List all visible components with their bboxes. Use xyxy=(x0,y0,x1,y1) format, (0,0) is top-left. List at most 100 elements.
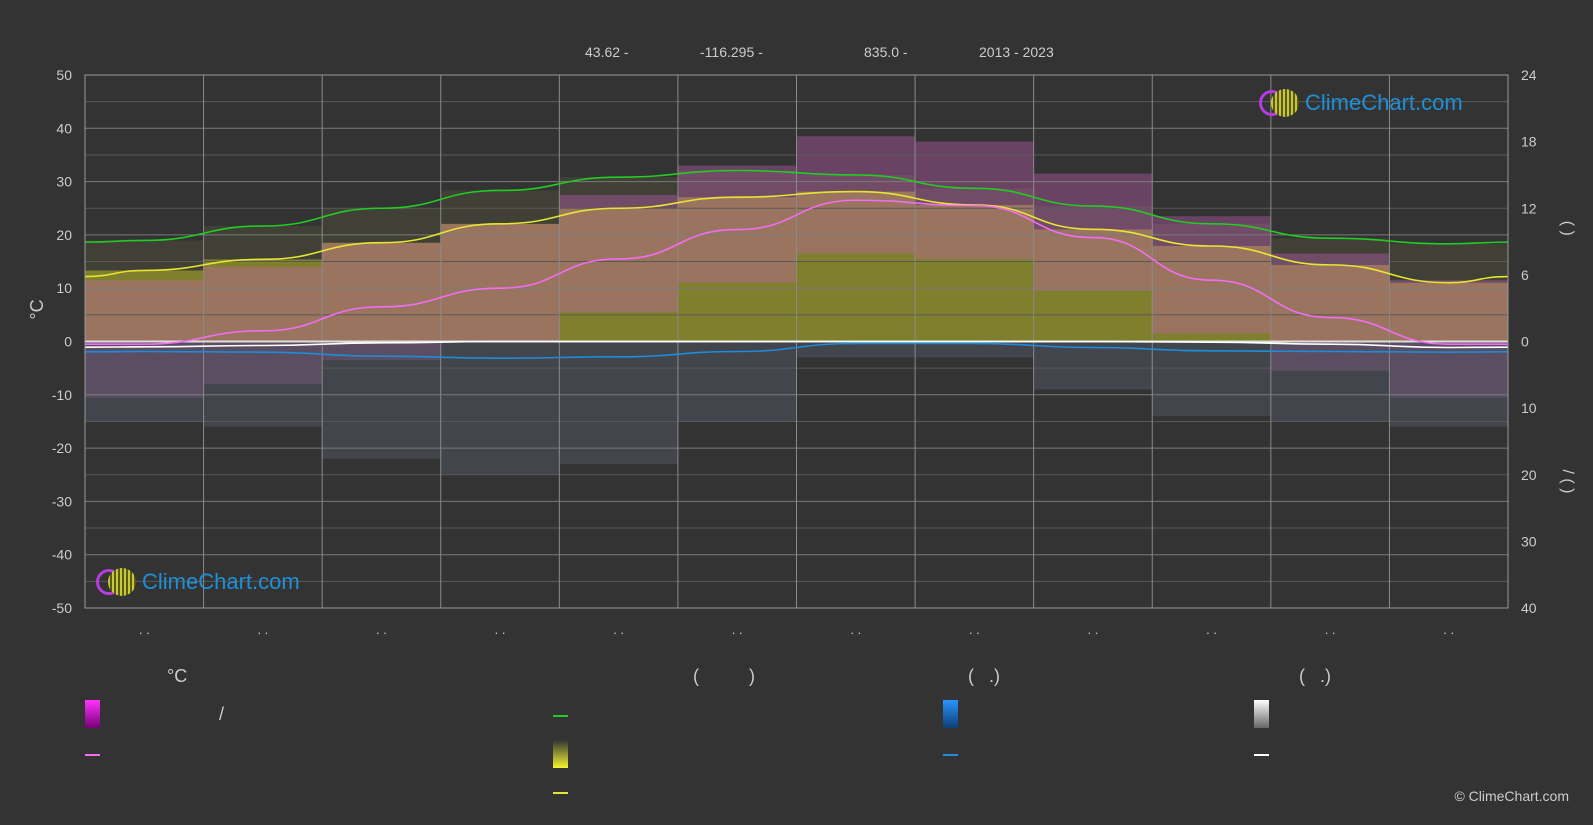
right-lower-axis-label: / ( ) xyxy=(1559,470,1576,494)
month-label: . . xyxy=(257,622,268,637)
right-upper-axis-label: ( ) xyxy=(1559,221,1576,236)
sunshine-band xyxy=(1389,282,1508,342)
axes: 50 40 30 20 10 0 -10 -20 -30 -40 -50 °C 24 18 12 6 0 10 20… xyxy=(27,67,1576,637)
right-upper-tick-label: 18 xyxy=(1521,134,1537,150)
precip-band xyxy=(1270,341,1390,422)
daylight-band xyxy=(1033,206,1153,230)
left-tick-label: -20 xyxy=(52,440,72,456)
daylight-band xyxy=(203,226,323,260)
logo-text: ClimeChart.com xyxy=(142,569,300,594)
right-upper-tick-label: 12 xyxy=(1521,200,1537,216)
snow-line xyxy=(84,340,1509,349)
left-axis-label: °C xyxy=(27,299,47,319)
logo-bottom[interactable]: ClimeChart.com xyxy=(96,568,300,596)
legend-sun-title: ( ) xyxy=(693,666,755,686)
temp-range-band xyxy=(1152,216,1271,334)
right-upper-tick-label: 24 xyxy=(1521,67,1537,83)
sunshine-band xyxy=(1033,229,1153,342)
sunshine-band xyxy=(1270,264,1390,342)
legend-rain-title: ( .) xyxy=(968,666,1000,686)
right-lower-tick-label: 40 xyxy=(1521,600,1537,616)
legend-temp-range-sep: / xyxy=(219,704,225,724)
legend-snow-line xyxy=(1254,754,1269,756)
temp-range-band xyxy=(1033,173,1153,291)
legend-snow-range-swatch xyxy=(1254,700,1269,728)
precip-band xyxy=(440,341,560,475)
elevation-label: 835.0 - xyxy=(864,44,908,60)
left-tick-label: -10 xyxy=(52,387,72,403)
sunshine-line xyxy=(84,190,1509,284)
temp-range-band xyxy=(915,141,1034,259)
month-label: . . xyxy=(1443,622,1454,637)
longitude-label: -116.295 - xyxy=(700,44,763,60)
precip-band xyxy=(1389,341,1508,427)
month-label: . . xyxy=(1088,622,1099,637)
right-lower-tick-label: 20 xyxy=(1521,467,1537,483)
legend-temp-range-swatch xyxy=(85,700,100,728)
precip-band xyxy=(85,341,204,422)
legend-temp-title: °C xyxy=(167,666,188,686)
precip-band xyxy=(677,341,797,422)
sunshine-band xyxy=(559,208,678,342)
precip-band xyxy=(559,341,678,465)
precip-band xyxy=(915,341,1034,358)
legend-snow-title: ( .) xyxy=(1299,666,1331,686)
daylight-band xyxy=(440,190,560,224)
daylight-band xyxy=(915,188,1034,205)
copyright: © ClimeChart.com xyxy=(1454,788,1569,804)
logo-top[interactable]: ClimeChart.com xyxy=(1259,89,1463,117)
right-upper-tick-label: 6 xyxy=(1521,267,1529,283)
precip-line xyxy=(84,342,1509,359)
month-label: . . xyxy=(495,622,506,637)
month-label: . . xyxy=(1206,622,1217,637)
daylight-band xyxy=(677,170,797,198)
month-label: . . xyxy=(732,622,743,637)
left-tick-label: 30 xyxy=(56,174,72,190)
precip-band xyxy=(796,341,916,358)
daylight-band xyxy=(1389,243,1508,283)
logo-sun-icon xyxy=(1271,89,1299,117)
left-tick-label: 20 xyxy=(56,227,72,243)
precip-band xyxy=(322,341,441,459)
legend-sunshine-line xyxy=(553,792,568,794)
precip-band xyxy=(1033,341,1153,390)
data-bands xyxy=(85,136,1508,475)
series-lines xyxy=(84,169,1509,359)
left-tick-label: 50 xyxy=(56,67,72,83)
period-label: 2013 - 2023 xyxy=(979,44,1054,60)
sunshine-band xyxy=(796,191,916,342)
logo-text: ClimeChart.com xyxy=(1305,90,1463,115)
avg-temp-line xyxy=(84,199,1508,345)
left-tick-label: 0 xyxy=(64,334,72,350)
daylight-band xyxy=(559,177,678,209)
legend-sunshine-range-swatch xyxy=(553,740,568,768)
legend-rain-range-swatch xyxy=(943,700,958,728)
temp-range-band xyxy=(440,224,560,342)
right-upper-tick-label: 0 xyxy=(1521,334,1529,350)
sunshine-band xyxy=(85,270,204,342)
sunshine-band xyxy=(322,242,441,342)
legend-avg-temp-line xyxy=(85,754,100,756)
left-tick-label: -40 xyxy=(52,547,72,563)
daylight-band xyxy=(322,208,441,243)
daylight-band xyxy=(85,240,204,271)
month-label: . . xyxy=(850,622,861,637)
month-label: . . xyxy=(969,622,980,637)
left-tick-label: 40 xyxy=(56,120,72,136)
sunshine-band xyxy=(677,197,797,342)
precip-band xyxy=(203,341,323,427)
latitude-label: 43.62 - xyxy=(585,44,629,60)
right-lower-tick-label: 10 xyxy=(1521,400,1537,416)
daylight-band xyxy=(796,174,916,192)
month-label: . . xyxy=(613,622,624,637)
logo-sun-icon xyxy=(108,568,136,596)
sunshine-band xyxy=(203,259,323,342)
legend-rain-line xyxy=(943,754,958,756)
left-tick-label: -30 xyxy=(52,493,72,509)
left-tick-label: -50 xyxy=(52,600,72,616)
left-tick-label: 10 xyxy=(56,280,72,296)
precip-band xyxy=(1152,341,1271,417)
temp-range-band xyxy=(677,165,797,283)
daylight-line xyxy=(84,169,1509,245)
